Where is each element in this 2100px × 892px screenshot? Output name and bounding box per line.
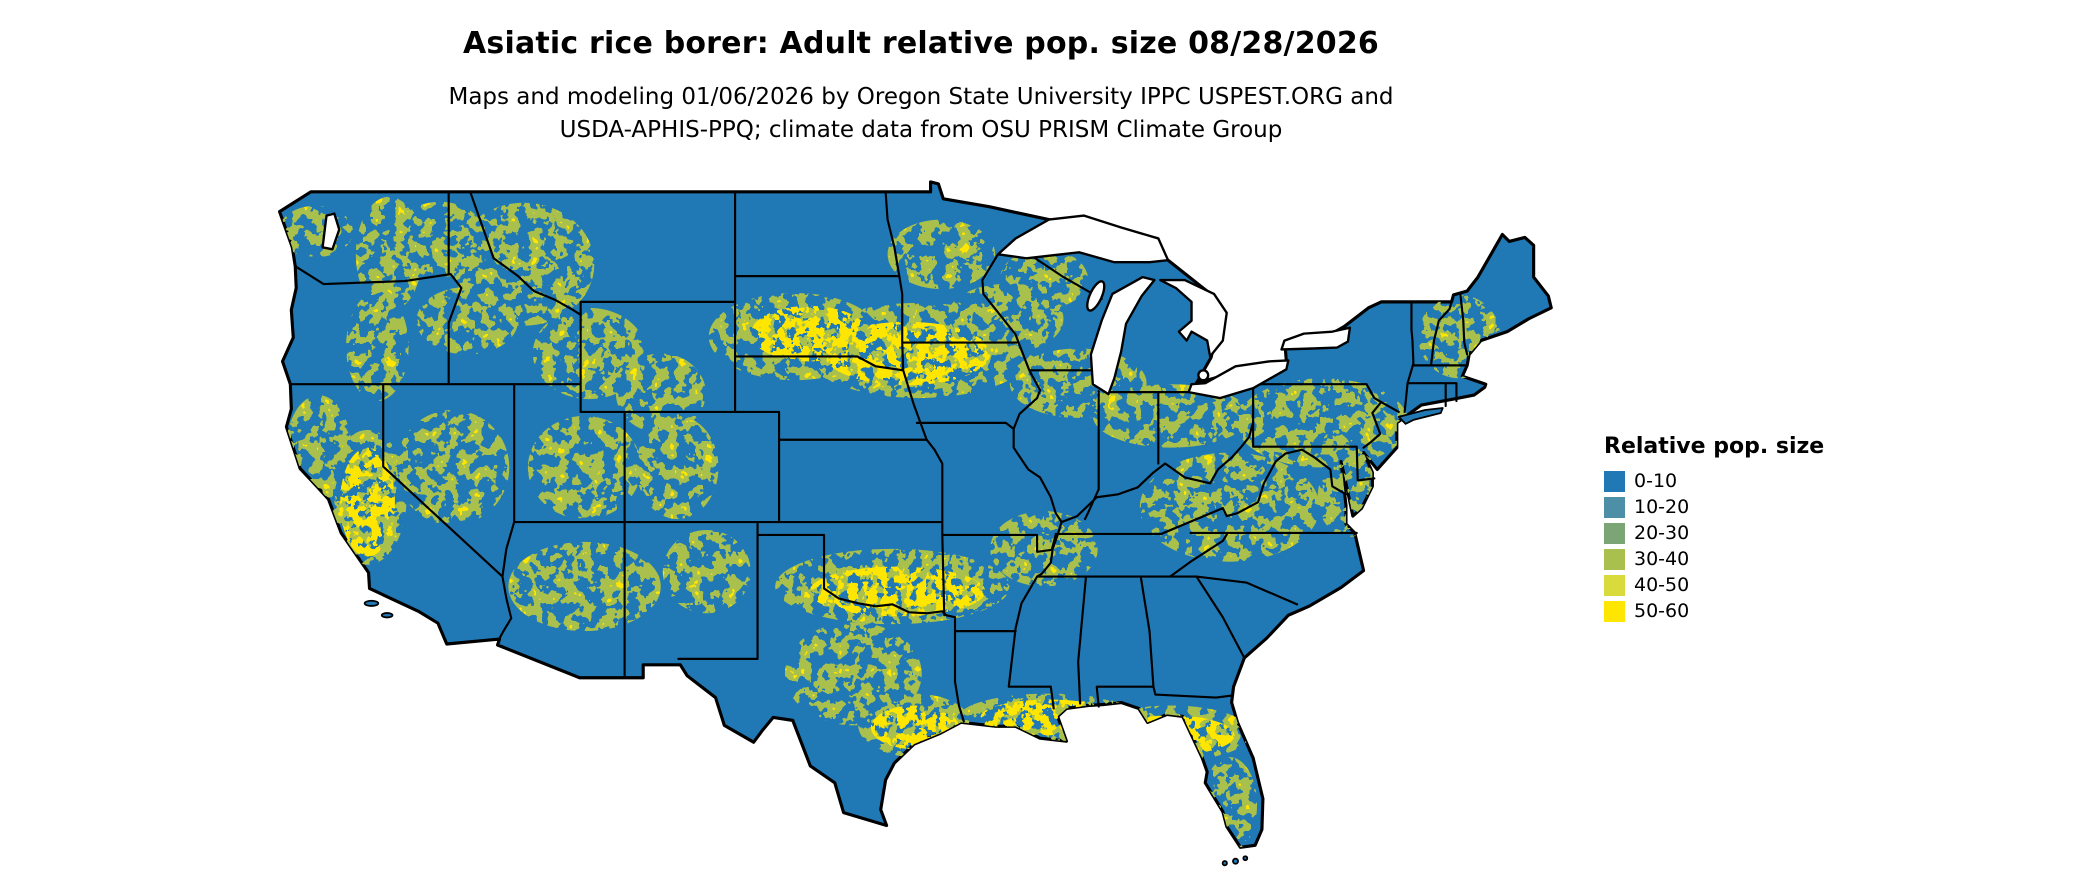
- puget-sound: [321, 212, 341, 251]
- islands: [363, 407, 1444, 867]
- legend-label: 30-40: [1634, 548, 1690, 570]
- legend-swatch-40-50: [1604, 575, 1625, 596]
- channel-island: [363, 599, 380, 607]
- state-borders: [289, 190, 1469, 723]
- lake-erie: [1187, 359, 1290, 400]
- figure-header: Asiatic rice borer: Adult relative pop. …: [0, 26, 1842, 147]
- page-title: Asiatic rice borer: Adult relative pop. …: [462, 26, 1380, 61]
- legend-swatch-20-30: [1604, 523, 1625, 544]
- legend-swatch-0-10: [1604, 471, 1625, 492]
- us-map-canvas: [278, 180, 1553, 867]
- florida-key: [1242, 855, 1249, 862]
- lake-superior: [996, 214, 1170, 264]
- channel-island: [380, 612, 394, 619]
- legend-item: 30-40: [1604, 549, 1864, 570]
- legend-item: 20-30: [1604, 523, 1864, 544]
- legend-swatch-10-20: [1604, 497, 1625, 518]
- legend-label: 40-50: [1634, 574, 1690, 596]
- florida-key: [1221, 860, 1228, 867]
- lake-ontario: [1280, 326, 1352, 351]
- legend-swatch-50-60: [1604, 601, 1625, 622]
- legend-label: 0-10: [1634, 470, 1678, 492]
- legend-title: Relative pop. size: [1604, 434, 1825, 459]
- legend: Relative pop. size 0-10 10-20 20-30 30-4…: [1604, 434, 1864, 627]
- legend-item: 50-60: [1604, 601, 1864, 622]
- long-island: [1397, 407, 1444, 425]
- legend-label: 20-30: [1634, 522, 1690, 544]
- legend-swatch-30-40: [1604, 549, 1625, 570]
- lake-michigan: [1089, 275, 1156, 396]
- great-lakes: [321, 212, 1352, 400]
- legend-item: 0-10: [1604, 471, 1864, 492]
- legend-item: 40-50: [1604, 575, 1864, 596]
- map-container: [262, 170, 1562, 884]
- subtitle-line-1: Maps and modeling 01/06/2026 by Oregon S…: [448, 84, 1394, 110]
- legend-label: 50-60: [1634, 600, 1690, 622]
- florida-key: [1232, 857, 1239, 865]
- subtitle-line-2: USDA-APHIS-PPQ; climate data from OSU PR…: [559, 117, 1283, 143]
- legend-label: 10-20: [1634, 496, 1690, 518]
- green-bay: [1086, 280, 1106, 312]
- legend-item: 10-20: [1604, 497, 1864, 518]
- lake-huron: [1159, 278, 1228, 358]
- lake-st-clair: [1197, 369, 1210, 382]
